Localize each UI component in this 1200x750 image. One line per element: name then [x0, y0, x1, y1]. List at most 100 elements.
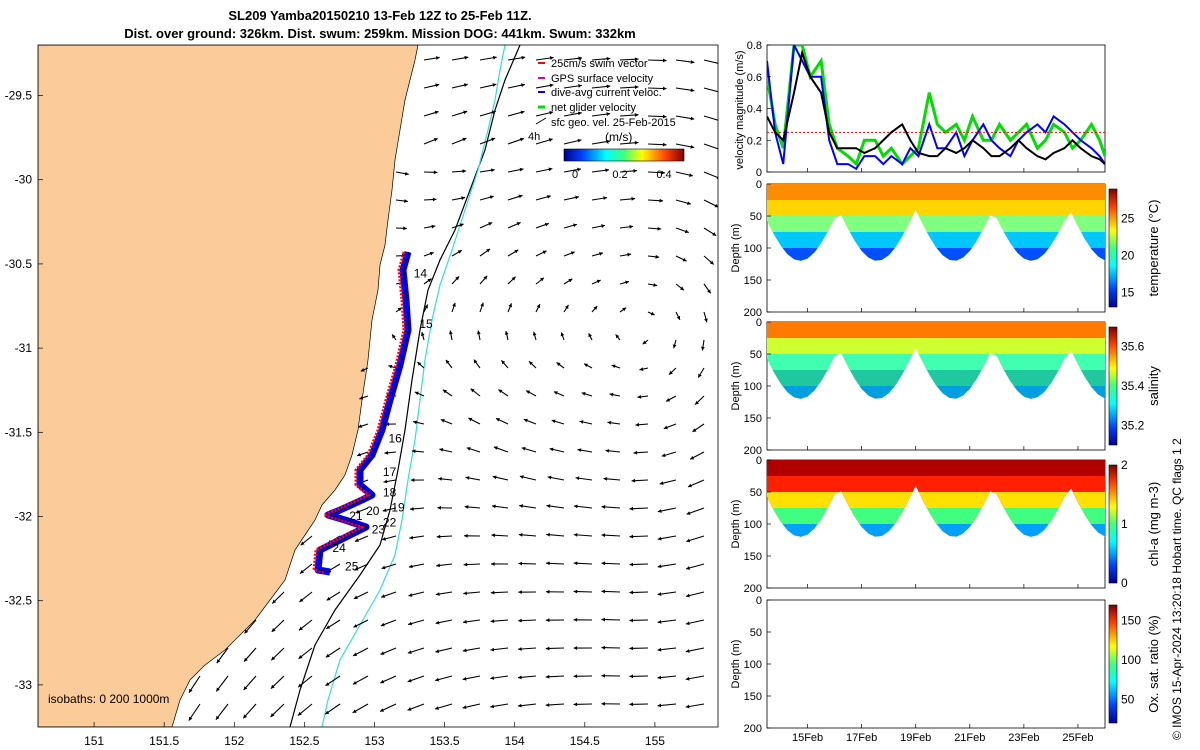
geo-velocity-arrowhead [325, 682, 330, 686]
geo-velocity-arrowhead [577, 111, 582, 116]
geo-velocity-arrowhead [216, 659, 221, 664]
geo-velocity-arrowhead [686, 511, 691, 515]
geo-velocity-arrowhead [457, 250, 462, 254]
geo-velocity-arrowhead [593, 306, 598, 310]
geo-velocity-arrowhead [463, 591, 467, 596]
section-panel-4: 0 50 100 150 200 Depth (m) 50 100 150 Ox. sat. ra… [730, 595, 1161, 735]
map-x-tick-label: 152.5 [289, 734, 319, 748]
geo-velocity-arrowhead [639, 367, 644, 371]
geo-velocity-arrowhead [455, 276, 460, 281]
map-x-tick-label: 152 [224, 734, 244, 748]
geo-velocity-arrowhead [437, 505, 441, 510]
geo-velocity-arrowhead [650, 311, 655, 316]
map-x-tick-label: 153.5 [430, 734, 460, 748]
time-tick-label: 25Feb [1062, 732, 1093, 744]
map-colorbar-tick-0: 0 [572, 169, 578, 181]
geo-velocity-arrowhead [669, 370, 673, 375]
day-label: 21 [349, 509, 363, 523]
section-panel-3: 0 50 100 150 200 Depth (m) 0 1 2 chl-a (mg m-3) [730, 455, 1161, 668]
geo-velocity-arrowhead [573, 589, 578, 594]
geo-velocity-arrowhead [381, 594, 386, 598]
geo-velocity-arrowhead [300, 569, 304, 574]
colorbar-tick-label: 2 [1121, 458, 1128, 472]
chart-title-line1: SL209 Yamba20150210 13-Feb 12Z to 25-Feb… [228, 8, 532, 23]
geo-velocity-arrowhead [466, 447, 471, 451]
section-color-band [767, 216, 1105, 261]
geo-velocity-arrowhead [709, 260, 714, 265]
geo-velocity-arrowhead [718, 62, 722, 66]
geo-velocity-arrowhead [692, 428, 697, 432]
geo-velocity-arrowhead [490, 619, 495, 624]
depth-tick-label: 100 [744, 519, 762, 531]
geo-velocity-arrowhead [298, 683, 303, 688]
geo-velocity-arrowhead [388, 364, 393, 369]
section-color-band [767, 476, 1105, 537]
geo-velocity-arrowhead [380, 708, 385, 712]
section-color-band [767, 540, 1105, 668]
day-label: 24 [332, 541, 346, 555]
colorbar-tick-label: 25 [1121, 212, 1135, 226]
geo-velocity-arrowhead [596, 279, 601, 284]
geo-velocity-arrowhead [514, 249, 519, 254]
geo-velocity-arrowhead [579, 420, 584, 424]
geo-velocity-arrowhead [690, 60, 695, 64]
geo-velocity-arrowhead [436, 563, 440, 568]
geo-velocity-arrowhead [243, 686, 248, 690]
geo-velocity-arrowhead [440, 419, 445, 423]
map-x-tick-label: 151 [84, 734, 104, 748]
geo-velocity-arrowhead [568, 278, 573, 283]
geo-velocity-arrowhead [573, 617, 578, 622]
geo-velocity-arrowhead [622, 307, 627, 312]
legend-item-geo-velocity: sfc geo. vel. 25-Feb-2015 [535, 117, 676, 129]
depth-tick-label: 50 [750, 349, 762, 361]
colorbar-tick-label: 50 [1121, 692, 1135, 706]
geo-velocity-arrowhead [495, 418, 500, 422]
depth-tick-label: 50 [750, 487, 762, 499]
geo-velocity-arrowhead [483, 275, 488, 280]
geo-velocity-arrowhead [627, 252, 632, 257]
geo-velocity-arrowhead [599, 252, 603, 256]
geo-velocity-arrowhead [577, 448, 582, 453]
colorbar-label: salinity [1146, 366, 1161, 406]
section-color-band [767, 232, 1105, 261]
geo-velocity-arrowhead [353, 595, 358, 599]
velocity-y-tick-label: 0 [756, 167, 762, 179]
geo-velocity-arrowhead [686, 566, 691, 570]
depth-tick-label: 50 [750, 627, 762, 639]
geo-velocity-arrowhead [573, 504, 578, 509]
geo-velocity-arrowhead [548, 167, 553, 172]
depth-tick-label: 200 [744, 723, 762, 735]
geo-velocity-arrowhead [662, 86, 667, 91]
geo-velocity-arrowhead [359, 395, 364, 400]
colorbar-label: Ox. sat. ratio (%) [1146, 615, 1161, 713]
geo-velocity-arrowhead [605, 168, 610, 173]
colorbar-tick-label: 1 [1121, 517, 1128, 531]
geo-velocity-arrowhead [545, 618, 550, 623]
geo-velocity-arrowhead [634, 57, 639, 62]
section-color-band [767, 200, 1105, 261]
geo-velocity-arrowhead [601, 673, 606, 678]
geo-velocity-arrowhead [606, 56, 611, 61]
colorbar-label: temperature (°C) [1146, 200, 1161, 297]
geo-velocity-arrowhead [435, 56, 440, 60]
depth-tick-label: 100 [744, 243, 762, 255]
geo-velocity-arrowhead [491, 110, 496, 115]
geo-velocity-arrowhead [462, 676, 467, 681]
geo-velocity-arrowhead [435, 649, 440, 654]
geo-velocity-arrowhead [549, 83, 554, 88]
colorbar-tick-label: 0 [1121, 576, 1128, 590]
geo-velocity-arrowhead [354, 538, 359, 542]
geo-velocity-arrowhead [629, 534, 634, 539]
geo-velocity-arrowhead [684, 229, 689, 234]
map-y-tick-label: -29.5 [5, 89, 33, 103]
geo-velocity-arrowhead [326, 625, 331, 629]
geo-velocity-arrowhead [685, 593, 690, 598]
geo-velocity-arrowhead [666, 398, 671, 402]
geo-velocity-arrowhead [384, 450, 389, 455]
geo-velocity-arrowhead [473, 359, 478, 364]
section-color-band [767, 386, 1105, 399]
map-y-tick-label: -30.5 [5, 257, 33, 271]
depth-ylabel: Depth (m) [730, 224, 742, 273]
geo-velocity-arrowhead [488, 222, 493, 226]
map-colorbar-tick-2: 0.4 [656, 169, 671, 181]
